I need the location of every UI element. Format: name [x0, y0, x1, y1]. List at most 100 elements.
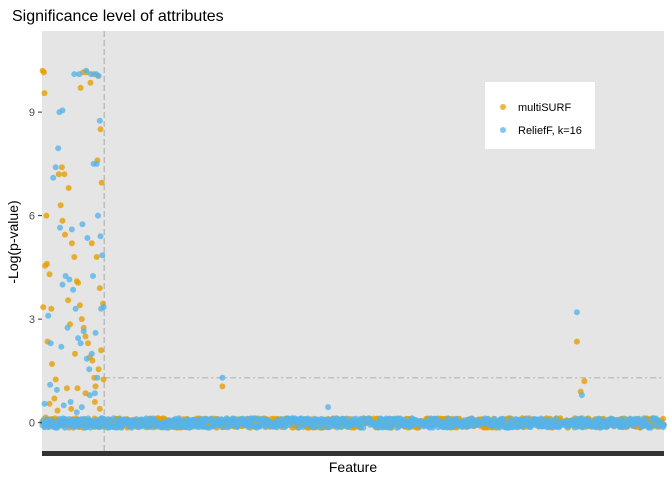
point-relieff-noise	[352, 415, 359, 422]
point-multisurf	[65, 185, 72, 191]
point-multisurf	[89, 357, 96, 364]
point-multisurf	[63, 385, 70, 392]
point-multisurf	[43, 212, 50, 219]
legend-label-relieff: ReliefF, k=16	[518, 125, 582, 137]
point-relieff	[67, 399, 74, 405]
point-relieff	[52, 164, 59, 171]
point-relieff	[55, 145, 62, 152]
point-relieff	[573, 309, 580, 316]
point-multisurf	[87, 79, 94, 86]
point-multisurf	[74, 385, 81, 392]
point-multisurf	[219, 383, 226, 390]
point-relieff	[84, 235, 91, 241]
point-relieff	[77, 340, 84, 347]
point-relieff-noise	[319, 424, 326, 431]
point-multisurf	[54, 407, 61, 414]
point-multisurf	[72, 350, 78, 357]
point-multisurf	[98, 347, 105, 354]
point-multisurf	[93, 254, 100, 260]
point-multisurf	[573, 338, 580, 345]
y-tick-label: 6	[29, 211, 35, 223]
point-multisurf	[40, 304, 47, 311]
point-relieff	[62, 273, 69, 279]
point-relieff	[64, 324, 71, 331]
point-relieff	[83, 67, 90, 74]
point-relieff	[57, 224, 63, 231]
point-multisurf	[88, 240, 95, 247]
point-multisurf	[77, 84, 84, 91]
point-relieff	[88, 71, 95, 78]
point-relieff	[80, 328, 87, 335]
legend: multiSURF ReliefF, k=16	[485, 82, 595, 149]
point-multisurf	[41, 90, 48, 97]
threshold-lines	[103, 31, 664, 452]
point-multisurf	[48, 305, 55, 312]
point-relieff	[91, 390, 98, 397]
point-relieff	[325, 404, 332, 411]
point-relieff-noise	[507, 416, 514, 423]
point-relieff-noise	[208, 415, 214, 422]
point-relieff	[66, 276, 73, 283]
y-tick-label: 3	[29, 314, 35, 326]
y-axis-title: -Log(p-value)	[5, 200, 21, 283]
point-relieff	[95, 72, 102, 79]
point-multisurf	[44, 260, 50, 267]
point-multisurf	[58, 164, 65, 171]
point-multisurf	[92, 383, 99, 390]
point-relieff	[45, 312, 52, 319]
point-multisurf	[100, 376, 107, 383]
point-relieff-noise	[661, 422, 667, 428]
point-multisurf	[71, 254, 78, 260]
point-multisurf	[46, 271, 53, 278]
point-relieff	[94, 374, 101, 381]
point-relieff	[99, 252, 106, 259]
point-multisurf	[55, 171, 62, 178]
point-relieff	[98, 305, 105, 312]
point-multisurf	[97, 126, 104, 133]
point-multisurf	[82, 333, 89, 340]
point-relieff	[60, 402, 67, 409]
point-relieff	[44, 416, 50, 423]
point-relieff	[78, 404, 85, 411]
point-relieff	[79, 221, 86, 228]
point-multisurf	[96, 285, 103, 292]
legend-key-relieff	[500, 127, 506, 133]
legend-box	[485, 82, 595, 149]
point-multisurf	[78, 316, 85, 323]
point-relieff	[86, 392, 93, 399]
point-multisurf	[59, 217, 66, 224]
point-relieff	[83, 355, 90, 362]
point-relieff-noise	[500, 415, 507, 422]
point-relieff	[59, 281, 66, 288]
point-multisurf	[75, 279, 82, 286]
point-relieff	[96, 117, 103, 124]
point-relieff-noise	[61, 424, 68, 431]
point-multisurf	[52, 376, 59, 383]
point-multisurf	[76, 302, 83, 309]
chart-title: Significance level of attributes	[12, 8, 224, 25]
point-multisurf	[49, 361, 55, 367]
point-relieff	[72, 305, 79, 312]
point-relieff	[90, 160, 97, 167]
legend-key-multisurf	[500, 104, 506, 110]
point-multisurf	[61, 171, 68, 178]
point-multisurf	[581, 378, 588, 385]
legend-label-multisurf: multiSURF	[518, 102, 571, 114]
y-tick-label: 0	[29, 418, 35, 430]
point-relieff	[70, 286, 77, 293]
point-relieff	[59, 107, 66, 114]
point-multisurf	[68, 405, 75, 412]
point-relieff	[53, 386, 60, 393]
point-multisurf	[40, 69, 47, 76]
point-relieff	[75, 335, 82, 342]
point-relieff	[50, 174, 57, 181]
point-multisurf	[57, 202, 64, 209]
point-relieff	[92, 329, 99, 336]
y-axis: 0 3 6 9	[29, 107, 42, 430]
y-tick-label: 9	[29, 107, 35, 119]
point-relieff	[578, 392, 585, 399]
point-multisurf	[98, 179, 105, 186]
point-relieff	[68, 226, 75, 233]
point-relieff	[90, 273, 96, 279]
